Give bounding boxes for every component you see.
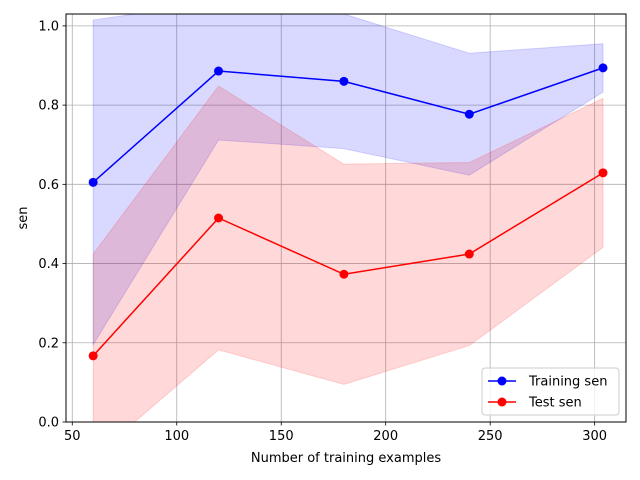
x-tick-label: 250 [478, 429, 503, 444]
training-data-point [339, 76, 349, 86]
y-axis-label: sen [16, 206, 31, 229]
x-tick-label: 200 [373, 429, 398, 444]
test-data-point [339, 269, 349, 279]
legend-label-test: Test sen [528, 396, 582, 411]
test-data-point [88, 351, 98, 361]
series-markers [88, 63, 608, 361]
legend-label-training: Training sen [528, 375, 607, 390]
y-tick-label: 0.2 [38, 336, 59, 351]
grid [66, 14, 626, 423]
y-tick-label: 0.4 [38, 257, 59, 272]
test-data-point [598, 168, 608, 178]
x-tick-label: 50 [64, 429, 81, 444]
x-axis-ticks: 50 100 150 200 250 300 [64, 422, 607, 444]
test-data-point [464, 249, 474, 259]
y-axis-ticks: 0.0 0.2 0.4 0.6 0.8 1.0 [38, 19, 66, 431]
y-tick-label: 0.0 [38, 416, 59, 431]
x-tick-label: 150 [269, 429, 294, 444]
legend-marker-test [497, 397, 507, 407]
legend-box [481, 367, 620, 416]
test-data-point [214, 213, 224, 223]
y-tick-label: 0.8 [38, 99, 59, 114]
training-data-point [214, 66, 224, 76]
x-axis-label: Number of training examples [251, 451, 441, 466]
legend-marker-training [497, 376, 507, 386]
x-tick-label: 100 [164, 429, 189, 444]
training-data-point [88, 177, 98, 187]
training-confidence-band [92, 14, 604, 347]
y-tick-label: 1.0 [38, 19, 59, 34]
x-tick-label: 300 [582, 429, 607, 444]
training-data-point [598, 63, 608, 73]
confidence-bands [92, 14, 604, 422]
legend: Training sen Test sen [481, 367, 620, 416]
test-confidence-band [92, 85, 604, 422]
y-tick-label: 0.6 [38, 178, 59, 193]
training-data-point [464, 109, 474, 119]
plot-frame [65, 13, 627, 423]
